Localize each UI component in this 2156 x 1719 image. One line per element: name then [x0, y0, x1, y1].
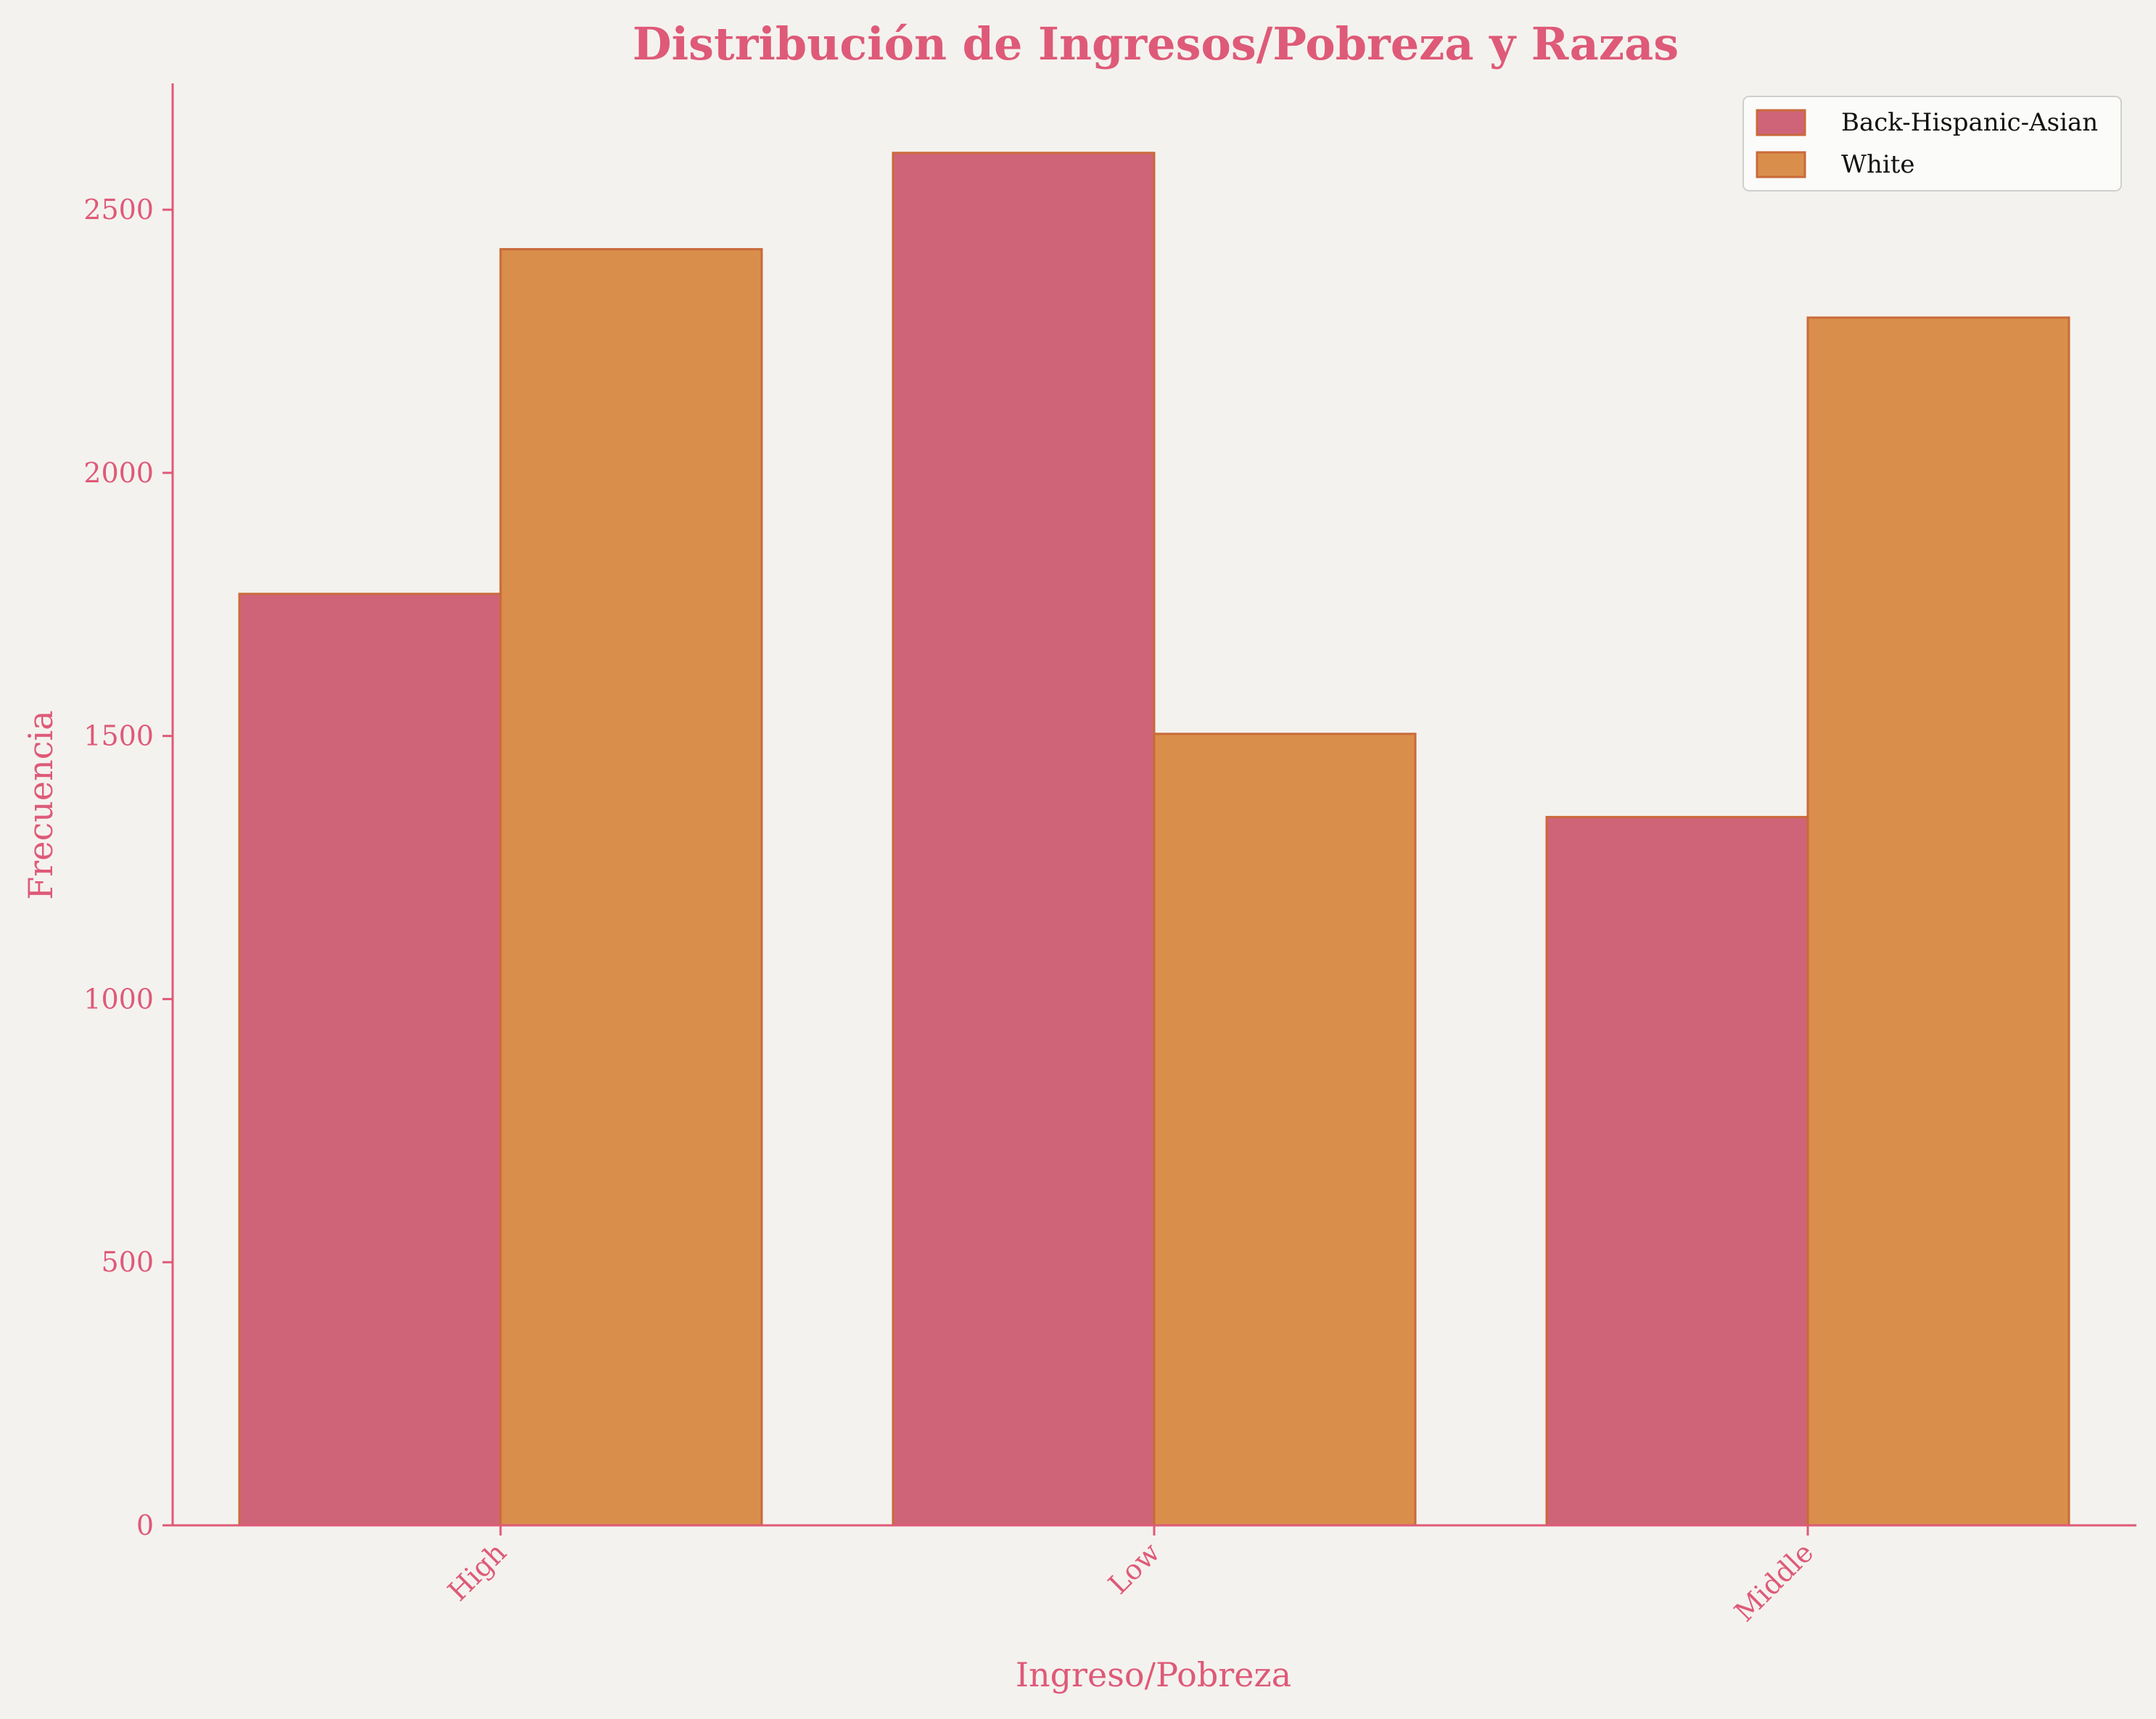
- bar-white-low: [1153, 733, 1417, 1527]
- bar-white-middle: [1806, 316, 2070, 1527]
- legend-swatch: [1756, 109, 1806, 136]
- legend-swatch: [1756, 151, 1806, 178]
- legend-label: Back-Hispanic-Asian: [1841, 108, 2098, 137]
- y-tick-label: 1500: [83, 720, 154, 752]
- y-tick-label: 2500: [83, 194, 154, 226]
- legend-label: White: [1841, 150, 1915, 179]
- legend: Back-Hispanic-Asian White: [1743, 96, 2122, 191]
- y-tick-label: 500: [101, 1246, 154, 1278]
- y-tick-label: 2000: [83, 457, 154, 489]
- y-axis-label: Frecuencia: [21, 710, 60, 899]
- chart-title: Distribución de Ingresos/Pobreza y Razas: [633, 17, 1679, 70]
- bar-back-hispanic-asian-low: [892, 152, 1156, 1527]
- bar-white-high: [499, 248, 763, 1527]
- bars-group: [238, 152, 2070, 1527]
- x-axis-label: Ingreso/Pobreza: [1016, 1655, 1291, 1694]
- y-tick-label: 0: [136, 1509, 154, 1541]
- y-ticks-group: 0 500 1000 1500 2000 2500: [83, 194, 173, 1541]
- bar-back-hispanic-asian-high: [238, 593, 502, 1527]
- legend-box: [1743, 96, 2122, 191]
- bar-back-hispanic-asian-middle: [1545, 815, 1809, 1527]
- y-tick-label: 1000: [83, 983, 154, 1015]
